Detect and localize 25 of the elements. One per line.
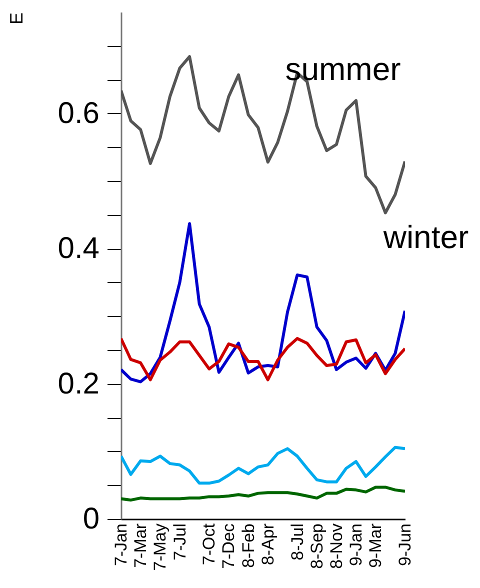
x-tick-label: 8-Sep bbox=[307, 524, 326, 569]
x-tick-label: 8-Jul bbox=[288, 524, 307, 560]
y-tick-label: 0.2 bbox=[58, 367, 100, 400]
x-tick-label: 9-Jun bbox=[396, 524, 414, 566]
x-tick-label: 9-Jan bbox=[346, 524, 366, 566]
y-tick-label: 0 bbox=[82, 502, 100, 536]
line-series bbox=[121, 337, 405, 382]
y-tick-label: 0.6 bbox=[58, 96, 100, 130]
annotation: winter bbox=[382, 219, 470, 255]
y-axis-title: E bbox=[6, 12, 26, 25]
annotation: summer bbox=[285, 51, 402, 87]
x-tick-label: 9-Mar bbox=[366, 523, 386, 568]
x-tick-label: 7-Jan bbox=[112, 524, 130, 566]
x-tick-label: 8-Apr bbox=[258, 523, 278, 566]
x-tick-label: 7-Oct bbox=[200, 523, 219, 566]
x-tick-label: 7-Dec bbox=[219, 523, 238, 569]
line-series bbox=[121, 446, 405, 485]
line-series bbox=[121, 55, 405, 214]
line-series bbox=[121, 486, 405, 502]
x-tick-label: 8-Nov bbox=[326, 523, 346, 569]
x-tick-label: 8-Feb bbox=[238, 524, 258, 568]
x-tick-label: 7-May bbox=[150, 523, 170, 571]
y-tick-label: 0.4 bbox=[58, 232, 100, 266]
x-tick-label: 7-Jul bbox=[170, 524, 190, 560]
x-tick-label: 7-Mar bbox=[131, 523, 150, 568]
